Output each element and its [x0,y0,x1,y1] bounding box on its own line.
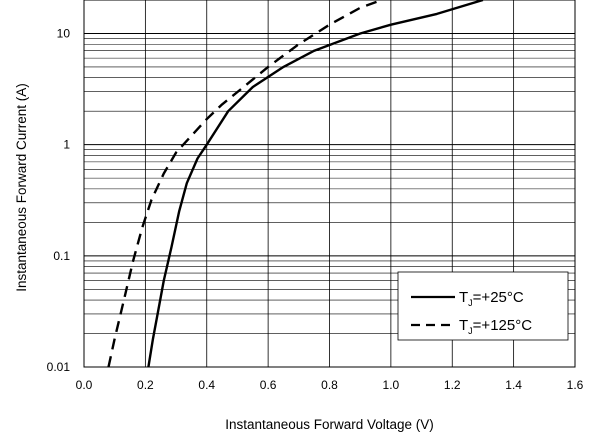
legend-box [397,271,569,341]
legend: TJ=+25°C TJ=+125°C [397,271,569,341]
y-tick-label: 0.1 [53,249,70,263]
x-tick-label: 0.2 [137,378,154,392]
x-tick-label: 0.0 [76,378,93,392]
series-lines [107,0,484,368]
x-tick-label: 1.2 [444,378,461,392]
plot-area-border [83,0,576,368]
series-line-25c [147,0,484,368]
x-tick-label: 1.4 [505,378,522,392]
y-axis-title: Instantaneous Forward Current (A) [14,83,29,292]
x-tick-label: 0.4 [198,378,215,392]
x-tick-label: 1.0 [383,378,400,392]
tick-labels: 0.0 0.2 0.4 0.6 0.8 1.0 1.2 1.4 1.6 0.01 0.1 1 10 [47,26,584,392]
series-line-125c [107,0,383,368]
y-tick-label: 1 [63,138,70,152]
x-tick-label: 1.6 [567,378,584,392]
x-axis-title: Instantaneous Forward Voltage (V) [225,417,434,432]
y-tick-label: 10 [57,26,71,40]
legend-label-25c: TJ=+25°C [459,289,524,308]
y-tick-label: 0.01 [47,360,71,374]
x-tick-label: 0.6 [260,378,277,392]
legend-label-125c: TJ=+125°C [459,317,532,336]
x-tick-label: 0.8 [321,378,338,392]
